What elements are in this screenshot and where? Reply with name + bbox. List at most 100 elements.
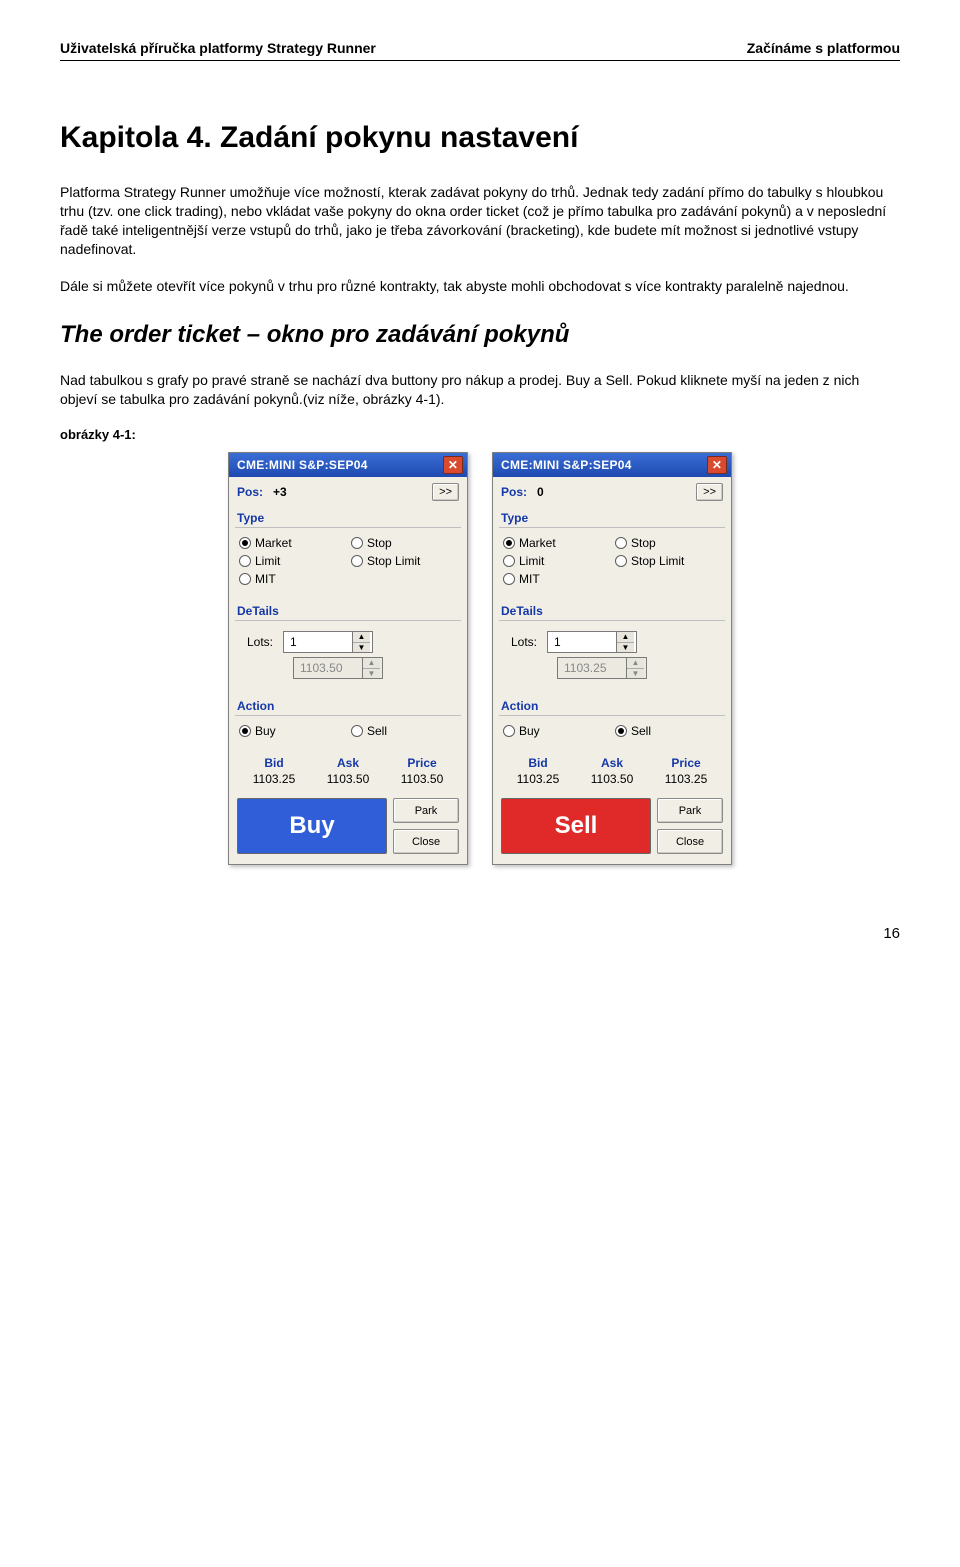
spinner-down-icon[interactable]: ▼ (627, 669, 644, 679)
pos-label: Pos: (237, 485, 263, 499)
radio-dot-icon (351, 725, 363, 737)
spinner-up-icon[interactable]: ▲ (353, 632, 370, 643)
radio-mit[interactable]: MIT (503, 572, 609, 586)
park-button[interactable]: Park (657, 798, 723, 823)
radio-dot-icon (239, 555, 251, 567)
header-rule (60, 60, 900, 61)
price-header: Price (385, 756, 459, 770)
section-title: The order ticket – okno pro zadávání pok… (60, 321, 900, 349)
prices-table: Bid Ask Price 1103.25 1103.50 1103.50 (229, 752, 467, 788)
radio-market[interactable]: Market (503, 536, 609, 550)
spinner[interactable]: ▲ ▼ (293, 657, 383, 679)
close-icon[interactable]: ✕ (707, 456, 727, 474)
radio-stoplimit[interactable]: Stop Limit (351, 554, 457, 568)
radio-stop[interactable]: Stop (615, 536, 721, 550)
expand-button[interactable]: >> (432, 483, 459, 501)
bid-value: 1103.25 (237, 772, 311, 786)
radio-dot-icon (503, 537, 515, 549)
submit-order-button[interactable]: Buy (237, 798, 387, 854)
spinner-input[interactable] (294, 658, 362, 678)
submit-order-button[interactable]: Sell (501, 798, 651, 854)
radio-sell[interactable]: Sell (351, 724, 457, 738)
radio-dot-icon (503, 573, 515, 585)
radio-label: Stop Limit (631, 554, 684, 568)
ticket-title: CME:MINI S&P:SEP04 (237, 458, 368, 472)
ticket-title: CME:MINI S&P:SEP04 (501, 458, 632, 472)
prices-table: Bid Ask Price 1103.25 1103.50 1103.25 (493, 752, 731, 788)
radio-market[interactable]: Market (239, 536, 345, 550)
bid-value: 1103.25 (501, 772, 575, 786)
type-heading: Type (493, 507, 731, 525)
header-right: Začínáme s platformou (747, 40, 900, 56)
close-button[interactable]: Close (393, 829, 459, 854)
spinner-down-icon[interactable]: ▼ (353, 643, 370, 653)
pos-value: 0 (537, 485, 544, 499)
radio-label: Buy (255, 724, 276, 738)
radio-dot-icon (239, 725, 251, 737)
radio-label: Limit (255, 554, 280, 568)
spinner-down-icon[interactable]: ▼ (617, 643, 634, 653)
close-button[interactable]: Close (657, 829, 723, 854)
spinner-up-icon[interactable]: ▲ (363, 658, 380, 669)
radio-label: Stop (367, 536, 392, 550)
radio-dot-icon (615, 555, 627, 567)
radio-mit[interactable]: MIT (239, 572, 345, 586)
spinner-input[interactable] (558, 658, 626, 678)
spinner[interactable]: ▲ ▼ (557, 657, 647, 679)
price-header: Price (649, 756, 723, 770)
spinner[interactable]: ▲ ▼ (547, 631, 637, 653)
ticket-titlebar[interactable]: CME:MINI S&P:SEP04 ✕ (493, 453, 731, 477)
spinner[interactable]: ▲ ▼ (283, 631, 373, 653)
header-left: Uživatelská příručka platformy Strategy … (60, 40, 376, 56)
type-radios: Market Stop Limit Stop Limit MIT (239, 536, 457, 586)
radio-dot-icon (615, 537, 627, 549)
figure-label: obrázky 4-1: (60, 427, 900, 442)
spinner-input[interactable] (284, 632, 352, 652)
radio-sell[interactable]: Sell (615, 724, 721, 738)
order-tickets: CME:MINI S&P:SEP04 ✕ Pos: +3 >> Type Mar… (60, 452, 900, 865)
price-value: 1103.50 (385, 772, 459, 786)
paragraph-1: Platforma Strategy Runner umožňuje více … (60, 183, 900, 259)
radio-label: MIT (255, 572, 276, 586)
price-value: 1103.25 (649, 772, 723, 786)
radio-label: MIT (519, 572, 540, 586)
lots-label: Lots: (511, 635, 537, 649)
radio-limit[interactable]: Limit (239, 554, 345, 568)
details-heading: DeTails (493, 600, 731, 618)
ask-header: Ask (575, 756, 649, 770)
bid-header: Bid (237, 756, 311, 770)
radio-dot-icon (351, 555, 363, 567)
radio-buy[interactable]: Buy (503, 724, 609, 738)
type-heading: Type (229, 507, 467, 525)
radio-limit[interactable]: Limit (503, 554, 609, 568)
pos-label: Pos: (501, 485, 527, 499)
paragraph-2: Dále si můžete otevřít více pokynů v trh… (60, 277, 900, 296)
lots-label: Lots: (247, 635, 273, 649)
ask-header: Ask (311, 756, 385, 770)
radio-label: Market (519, 536, 556, 550)
chapter-title: Kapitola 4. Zadání pokynu nastavení (60, 121, 900, 155)
type-radios: Market Stop Limit Stop Limit MIT (503, 536, 721, 586)
radio-dot-icon (239, 537, 251, 549)
action-heading: Action (229, 695, 467, 713)
radio-dot-icon (351, 537, 363, 549)
order-ticket: CME:MINI S&P:SEP04 ✕ Pos: 0 >> Type Mark… (492, 452, 732, 865)
radio-label: Limit (519, 554, 544, 568)
radio-dot-icon (239, 573, 251, 585)
spinner-up-icon[interactable]: ▲ (627, 658, 644, 669)
radio-buy[interactable]: Buy (239, 724, 345, 738)
ticket-titlebar[interactable]: CME:MINI S&P:SEP04 ✕ (229, 453, 467, 477)
expand-button[interactable]: >> (696, 483, 723, 501)
radio-label: Stop (631, 536, 656, 550)
park-button[interactable]: Park (393, 798, 459, 823)
bid-header: Bid (501, 756, 575, 770)
page-number: 16 (60, 925, 900, 942)
radio-dot-icon (615, 725, 627, 737)
close-icon[interactable]: ✕ (443, 456, 463, 474)
spinner-down-icon[interactable]: ▼ (363, 669, 380, 679)
spinner-input[interactable] (548, 632, 616, 652)
ask-value: 1103.50 (575, 772, 649, 786)
radio-stop[interactable]: Stop (351, 536, 457, 550)
radio-stoplimit[interactable]: Stop Limit (615, 554, 721, 568)
spinner-up-icon[interactable]: ▲ (617, 632, 634, 643)
